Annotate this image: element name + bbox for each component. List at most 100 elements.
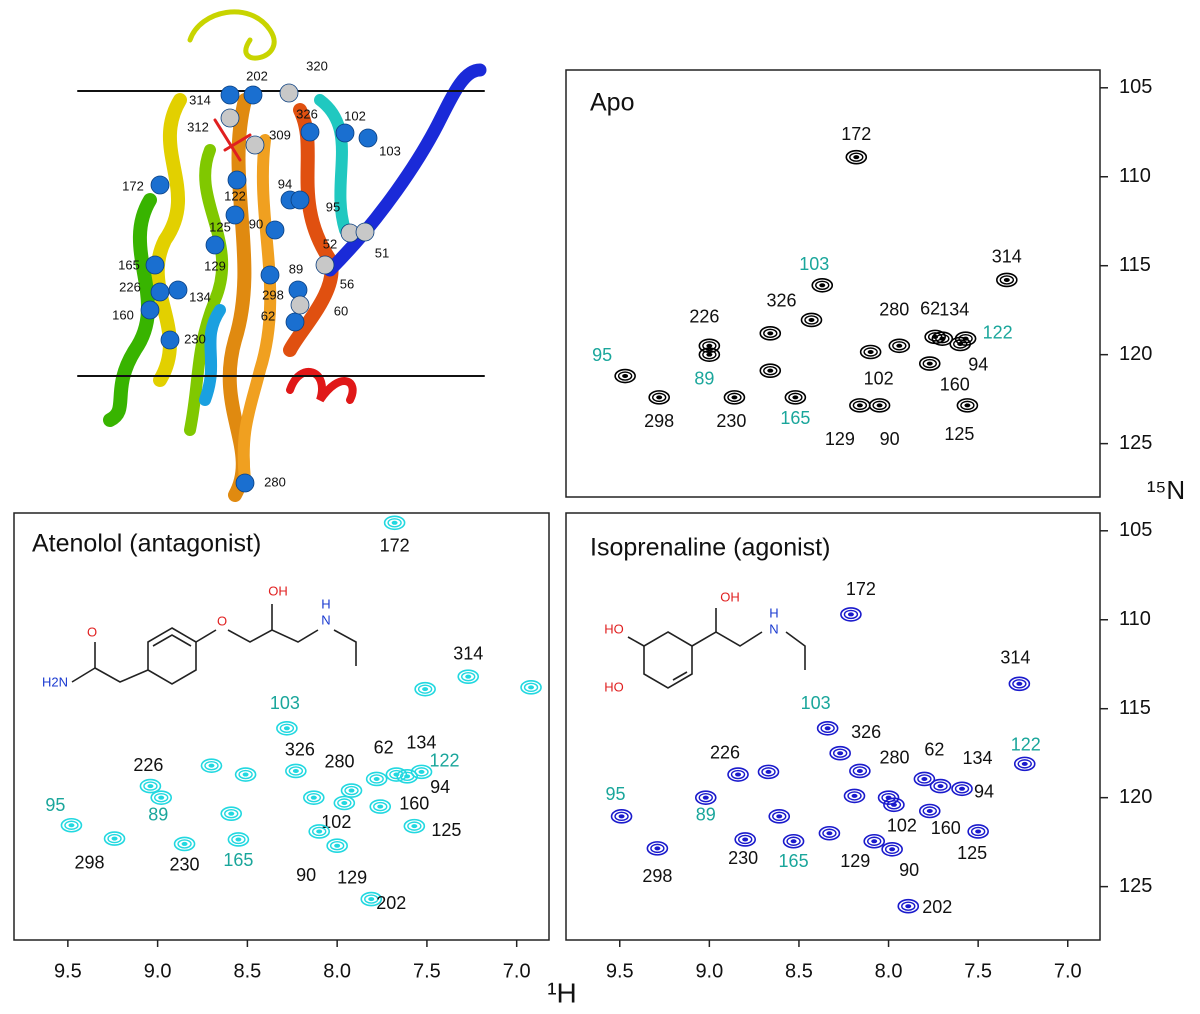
contour bbox=[876, 403, 883, 408]
residue-sphere bbox=[140, 300, 160, 320]
bond bbox=[227, 629, 319, 643]
peak-label: 226 bbox=[710, 742, 740, 762]
contour bbox=[158, 795, 165, 800]
residue-label: 226 bbox=[119, 279, 141, 294]
contour bbox=[407, 821, 422, 831]
contour bbox=[147, 784, 154, 789]
peak bbox=[829, 745, 851, 761]
residue-sphere bbox=[225, 205, 245, 225]
contour bbox=[706, 352, 713, 357]
contour bbox=[279, 723, 295, 733]
peak bbox=[285, 763, 307, 779]
peak bbox=[308, 824, 331, 839]
residue-sphere bbox=[285, 312, 305, 332]
y-tick-label: 115 bbox=[1119, 697, 1151, 719]
contour bbox=[614, 811, 629, 822]
contour bbox=[852, 400, 868, 411]
contour bbox=[804, 315, 819, 325]
peak bbox=[759, 363, 782, 378]
peak-label: 134 bbox=[962, 748, 992, 768]
contour bbox=[815, 280, 830, 290]
contour bbox=[856, 403, 863, 408]
contour bbox=[824, 726, 831, 731]
residue-label: 129 bbox=[204, 258, 226, 273]
contour bbox=[288, 766, 304, 776]
peak bbox=[888, 338, 911, 354]
x-tick-label: 8.5 bbox=[233, 960, 261, 982]
x-tick-label: 8.5 bbox=[785, 960, 813, 982]
atom-label: H2N bbox=[42, 674, 68, 689]
peak bbox=[276, 720, 298, 736]
contour bbox=[283, 726, 290, 731]
peak bbox=[734, 832, 756, 847]
atom-label: HO bbox=[604, 621, 624, 636]
residue-sphere bbox=[355, 222, 375, 242]
peak-label: 89 bbox=[148, 804, 168, 824]
contour bbox=[852, 766, 868, 776]
contour bbox=[939, 336, 946, 341]
contour bbox=[422, 687, 429, 692]
contour bbox=[702, 795, 709, 800]
peak bbox=[457, 669, 480, 684]
peak bbox=[759, 326, 782, 341]
atom-label: O bbox=[87, 624, 97, 639]
contour bbox=[837, 751, 844, 756]
peak bbox=[648, 390, 670, 405]
residue-sphere bbox=[290, 295, 310, 315]
peak-label: 165 bbox=[780, 408, 810, 428]
contour bbox=[389, 769, 404, 780]
peak bbox=[698, 338, 721, 354]
peak-label: 89 bbox=[696, 804, 716, 824]
chart-title: Atenolol (antagonist) bbox=[32, 530, 261, 558]
y-tick-label: 105 bbox=[1119, 519, 1152, 541]
peak bbox=[843, 788, 866, 804]
peak bbox=[610, 809, 633, 824]
x-tick-label: 7.0 bbox=[1054, 960, 1082, 982]
contour bbox=[761, 767, 776, 777]
contour bbox=[177, 839, 192, 849]
contour bbox=[373, 801, 388, 812]
peak bbox=[234, 767, 257, 782]
contour bbox=[68, 823, 75, 828]
residue-sphere bbox=[265, 220, 285, 240]
residue-sphere bbox=[227, 170, 247, 190]
contour bbox=[735, 772, 742, 777]
peak bbox=[403, 818, 426, 834]
peak bbox=[918, 803, 941, 819]
peak-label: 122 bbox=[983, 322, 1013, 342]
contour bbox=[922, 806, 937, 816]
peak bbox=[326, 838, 348, 854]
residue-label: 89 bbox=[289, 261, 303, 276]
peak bbox=[811, 277, 834, 293]
contour bbox=[820, 723, 835, 733]
contour bbox=[886, 800, 902, 810]
peak bbox=[883, 797, 905, 813]
residue-sphere bbox=[245, 135, 265, 155]
peak-label: 62 bbox=[920, 299, 940, 319]
residue-sphere bbox=[260, 265, 280, 285]
contour bbox=[776, 814, 783, 819]
peak bbox=[303, 790, 325, 805]
atom-label: O bbox=[217, 613, 227, 628]
peak-label: 95 bbox=[606, 784, 626, 804]
peak bbox=[859, 344, 882, 360]
peak bbox=[818, 825, 841, 841]
residue-label: 312 bbox=[187, 119, 209, 134]
contour bbox=[1003, 277, 1010, 282]
residue-label: 103 bbox=[379, 143, 401, 158]
peak bbox=[369, 799, 392, 814]
peak-label: 102 bbox=[321, 812, 351, 832]
contour bbox=[847, 791, 862, 801]
bond bbox=[71, 667, 96, 683]
residue-sphere bbox=[335, 123, 355, 143]
contour bbox=[937, 784, 944, 789]
x-tick-label: 8.0 bbox=[875, 960, 903, 982]
y-tick-label: 125 bbox=[1119, 432, 1152, 454]
peak-label: 129 bbox=[840, 851, 870, 871]
peak-label: 280 bbox=[324, 751, 354, 771]
residue-label: 125 bbox=[209, 219, 231, 234]
contour bbox=[465, 674, 472, 679]
contour bbox=[964, 403, 971, 408]
peak bbox=[694, 790, 717, 805]
contour bbox=[959, 786, 966, 791]
